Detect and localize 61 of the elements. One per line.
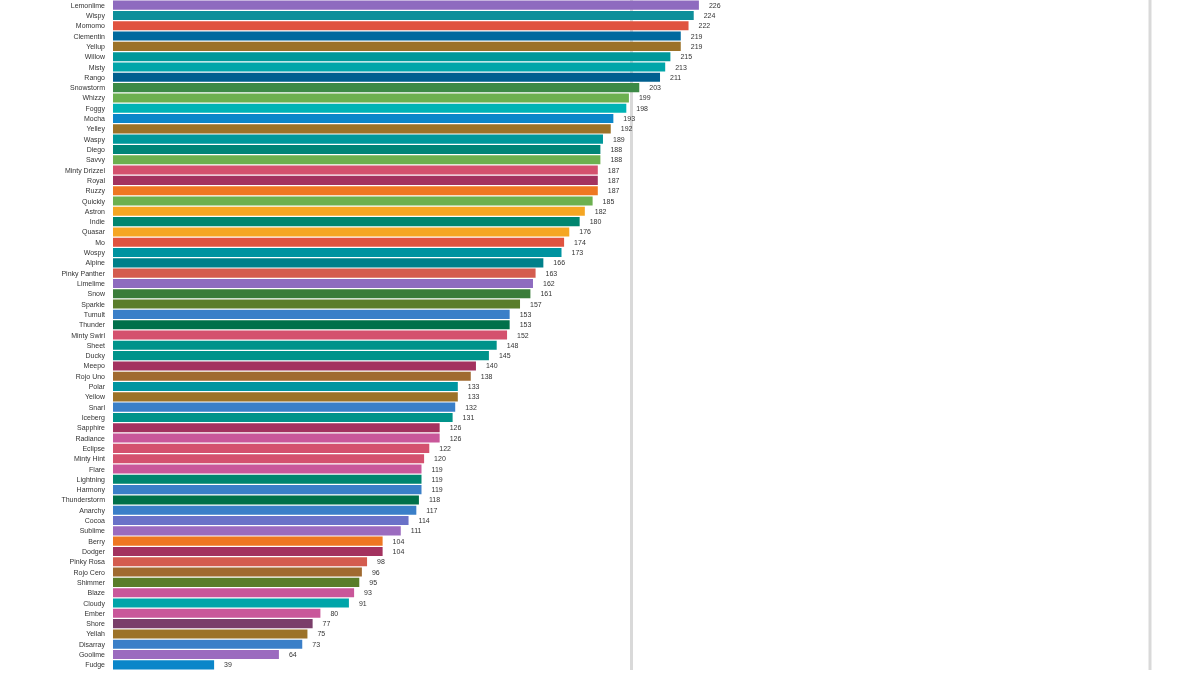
bar bbox=[113, 567, 362, 577]
bar bbox=[113, 289, 531, 299]
bar bbox=[113, 217, 580, 227]
bar bbox=[113, 433, 440, 443]
bar bbox=[113, 371, 471, 381]
bar bbox=[113, 186, 598, 196]
bar bbox=[113, 485, 422, 495]
bar bbox=[113, 474, 422, 484]
bar bbox=[113, 639, 303, 649]
bar bbox=[113, 248, 562, 258]
bar bbox=[113, 114, 614, 124]
bar bbox=[113, 83, 640, 93]
bar bbox=[113, 144, 601, 154]
bar bbox=[113, 196, 593, 206]
bar bbox=[113, 206, 585, 216]
bar bbox=[113, 557, 368, 567]
bar bbox=[113, 402, 456, 412]
bar bbox=[113, 62, 666, 72]
bar bbox=[113, 21, 689, 31]
bar bbox=[113, 93, 629, 103]
bar bbox=[113, 278, 533, 288]
bar bbox=[113, 650, 279, 660]
bar bbox=[113, 165, 598, 175]
bar bbox=[113, 608, 321, 618]
bar bbox=[113, 526, 401, 536]
bar bbox=[113, 516, 409, 526]
bar bbox=[113, 10, 694, 20]
bar bbox=[113, 237, 565, 247]
bar bbox=[113, 382, 458, 392]
bar bbox=[113, 309, 510, 319]
bar bbox=[113, 629, 308, 639]
bar bbox=[113, 505, 417, 515]
bar bbox=[113, 31, 681, 41]
bar bbox=[113, 52, 671, 62]
bar bbox=[113, 0, 699, 10]
bar bbox=[113, 577, 360, 587]
bar bbox=[113, 175, 598, 185]
bar bbox=[113, 134, 603, 144]
bar bbox=[113, 155, 601, 165]
bar bbox=[113, 464, 422, 474]
bar bbox=[113, 41, 681, 51]
bar bbox=[113, 392, 458, 402]
bar bbox=[113, 299, 521, 309]
bar bbox=[113, 268, 536, 278]
bar bbox=[113, 588, 355, 598]
bar bbox=[113, 361, 476, 371]
bar bbox=[113, 227, 570, 237]
bar bbox=[113, 330, 508, 340]
bar bbox=[113, 72, 661, 82]
bar bbox=[113, 598, 349, 608]
bar bbox=[113, 103, 627, 113]
bar bbox=[113, 536, 383, 546]
bar bbox=[113, 495, 419, 505]
bar bbox=[113, 412, 453, 422]
bar bbox=[113, 660, 215, 670]
bar bbox=[113, 258, 544, 268]
bar bbox=[113, 619, 313, 629]
bar bbox=[113, 546, 383, 556]
bar bbox=[113, 423, 440, 433]
bar bbox=[113, 124, 611, 134]
bar bbox=[113, 320, 510, 330]
